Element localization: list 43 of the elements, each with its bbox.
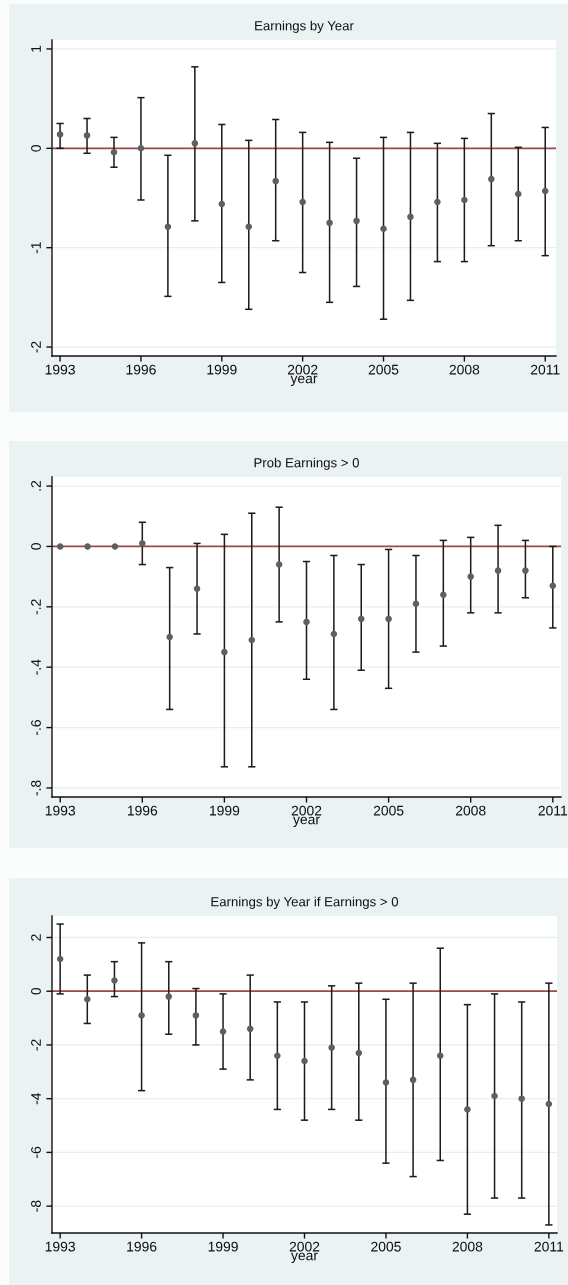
y-tick-label: 1 <box>31 45 41 52</box>
x-axis-title: year <box>291 1252 318 1264</box>
x-tick-label: 1993 <box>45 805 76 816</box>
x-tick-label: 2008 <box>449 364 480 375</box>
y-tick-label: 2 <box>31 934 41 941</box>
x-tick-label: 2008 <box>455 805 486 816</box>
x-tick-label: 2005 <box>373 805 404 816</box>
x-tick-label: 2002 <box>291 805 322 816</box>
x-tick-label: 2002 <box>287 364 318 375</box>
y-tick-label: -6 <box>31 1146 41 1158</box>
chart-title: Earnings by Year <box>255 20 354 34</box>
y-tick-label: .2 <box>31 480 41 491</box>
x-tick-label: 2011 <box>530 364 560 375</box>
x-tick-label: 2011 <box>534 1241 564 1252</box>
y-tick-label: -8 <box>31 1200 41 1212</box>
chart-title: Earnings by Year if Earnings > 0 <box>211 896 399 910</box>
y-tick-label: 0 <box>31 987 41 995</box>
x-tick-label: 1996 <box>127 805 158 816</box>
chart-title: Prob Earnings > 0 <box>254 457 359 471</box>
x-tick-label: 1999 <box>210 805 240 816</box>
y-tick-label: -.8 <box>31 780 41 796</box>
y-tick-label: -4 <box>31 1092 41 1105</box>
y-tick-label: -2 <box>31 1039 41 1051</box>
x-tick-label: 2005 <box>368 364 399 375</box>
x-tick-label: 2005 <box>371 1241 401 1252</box>
x-axis-title: year <box>293 816 320 828</box>
x-tick-label: 1999 <box>207 364 237 375</box>
x-tick-label: 2011 <box>538 805 568 816</box>
y-tick-label: -1 <box>31 242 41 254</box>
x-tick-label: 1999 <box>208 1241 238 1252</box>
y-tick-label: -.6 <box>31 720 41 736</box>
y-tick-label: 0 <box>31 145 41 152</box>
x-tick-label: 2008 <box>452 1241 483 1252</box>
y-tick-label: 0 <box>31 543 41 550</box>
x-tick-label: 1996 <box>127 1241 157 1252</box>
y-tick-label: -2 <box>31 341 41 353</box>
x-tick-label: 1993 <box>45 1241 75 1252</box>
y-tick-label: -.2 <box>31 599 41 615</box>
x-tick-label: 2002 <box>289 1241 320 1252</box>
x-tick-label: 1996 <box>126 364 156 375</box>
y-tick-label: -.4 <box>31 659 41 675</box>
x-axis-title: year <box>290 375 318 387</box>
x-tick-label: 1993 <box>45 364 75 375</box>
